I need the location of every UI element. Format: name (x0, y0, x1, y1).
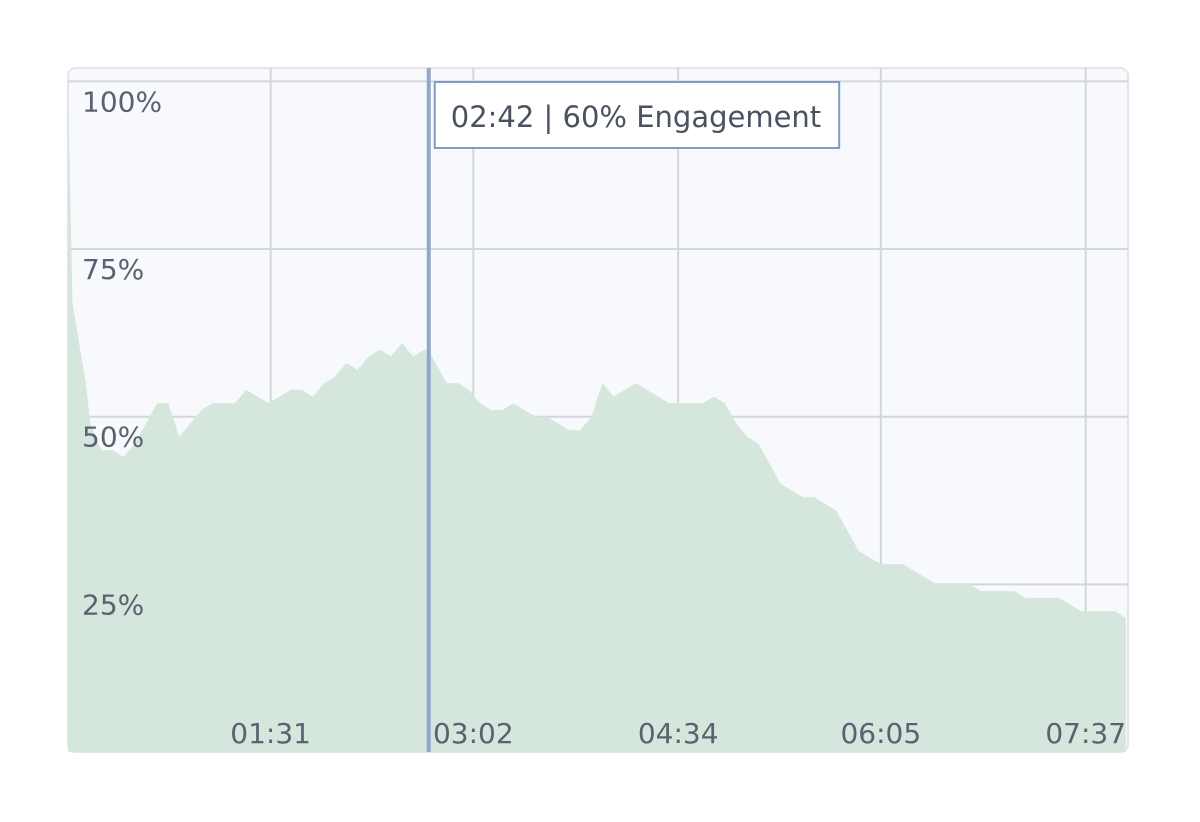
x-tick-label: 03:02 (433, 717, 514, 750)
x-tick-label: 07:37 (1045, 717, 1126, 750)
tooltip-text: 02:42 | 60% Engagement (451, 100, 821, 134)
labels: 25% 50% 75% 100% 01:31 03:02 04:34 06:05 07:37 (82, 85, 1126, 750)
y-tick-label: 50% (82, 421, 144, 454)
y-tick-label: 100% (82, 85, 162, 118)
cursor: 02:42 | 60% Engagement (426, 68, 841, 752)
y-tick-label: 75% (82, 253, 144, 286)
y-tick-label: 25% (82, 588, 144, 621)
engagement-area (68, 81, 1126, 753)
x-tick-label: 01:31 (230, 717, 311, 750)
tooltip-box (433, 81, 841, 149)
x-tick-label: 06:05 (840, 717, 921, 750)
x-tick-label: 04:34 (638, 717, 719, 750)
area-layer (68, 81, 1126, 753)
